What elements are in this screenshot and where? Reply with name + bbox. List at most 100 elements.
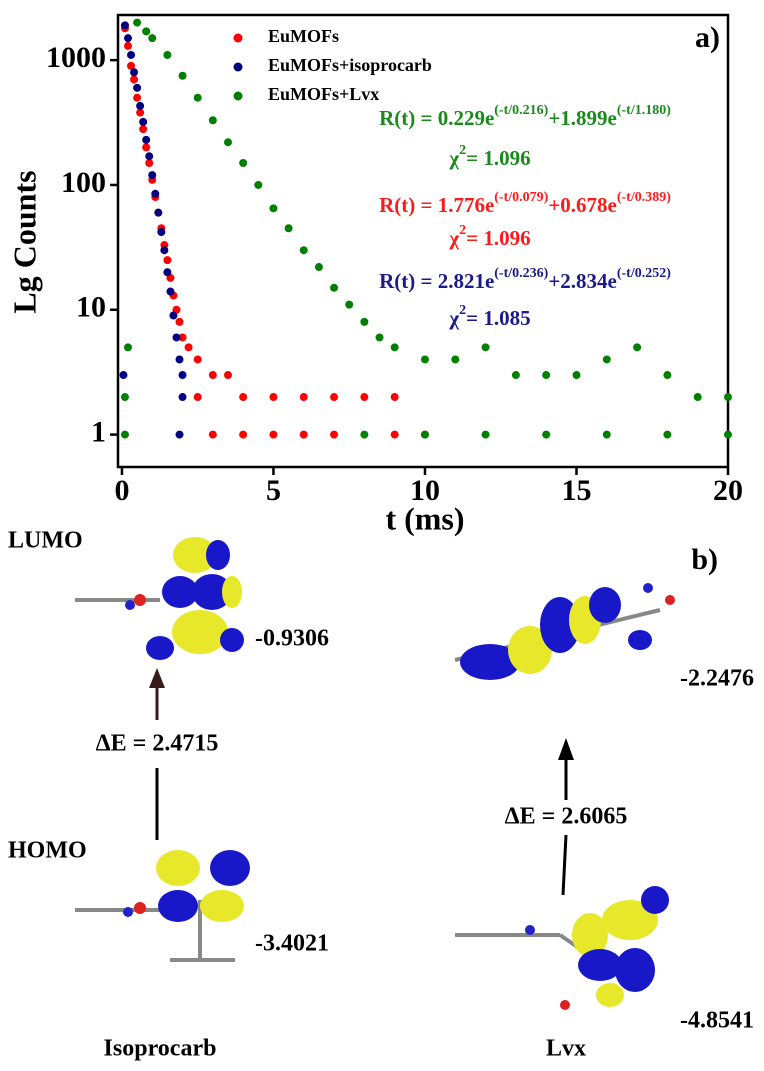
- data-point: [130, 75, 139, 84]
- data-point: [224, 371, 232, 380]
- y-axis-label: Lg Counts: [6, 170, 42, 313]
- legend-label: EuMOFs+isoprocarb: [268, 55, 432, 75]
- lvx-homo: [455, 886, 669, 1010]
- lumo-label: LUMO: [8, 528, 83, 554]
- data-point: [145, 152, 154, 161]
- data-point: [239, 158, 248, 167]
- data-point: [269, 430, 278, 439]
- data-point: [511, 371, 520, 380]
- panel-label: a): [695, 21, 720, 54]
- molecule-name: Lvx: [546, 1036, 586, 1062]
- data-point: [178, 393, 187, 402]
- data-point: [136, 108, 145, 117]
- data-point: [299, 430, 308, 439]
- data-point: [133, 18, 142, 27]
- chi-part: χ: [448, 226, 459, 250]
- data-point: [119, 371, 128, 380]
- data-point: [420, 430, 429, 439]
- equation-part: +2.834e: [548, 269, 617, 293]
- data-point: [148, 171, 157, 180]
- fit-equation: R(t) = 1.776e(-t/0.079)+0.678e(-t/0.389): [379, 190, 671, 217]
- data-point: [139, 117, 148, 126]
- x-tick-label: 0: [114, 474, 129, 507]
- plot-frame: [116, 13, 730, 469]
- data-point: [160, 246, 169, 255]
- data-point: [542, 430, 551, 439]
- data-point: [120, 393, 129, 402]
- data-point: [139, 125, 148, 134]
- data-point: [390, 343, 399, 352]
- data-point: [124, 34, 132, 43]
- data-point: [142, 27, 151, 36]
- legend-marker: [233, 33, 243, 43]
- data-point: [481, 343, 490, 352]
- data-point: [239, 393, 248, 402]
- equation-part: R(t) = 2.821e: [379, 269, 494, 293]
- data-point: [254, 180, 263, 189]
- data-point: [136, 101, 145, 110]
- data-point: [157, 227, 166, 236]
- data-point: [148, 34, 157, 43]
- data-point: [724, 393, 732, 402]
- energy-label: -2.2476: [680, 666, 754, 692]
- data-point: [239, 430, 248, 439]
- exponent: (-t/0.389): [617, 190, 671, 205]
- data-point: [481, 430, 490, 439]
- equation-part: R(t) = 1.776e: [379, 193, 494, 217]
- chi-part: = 1.085: [466, 306, 530, 330]
- data-point: [330, 393, 339, 402]
- data-point: [208, 371, 217, 380]
- equation-part: +0.678e: [548, 193, 617, 217]
- data-point: [224, 138, 232, 147]
- gap-label: ΔE = 2.6065: [505, 804, 628, 830]
- data-point: [166, 287, 175, 296]
- exponent: (-t/0.236): [494, 266, 548, 281]
- legend-label: EuMOFs+Lvx: [268, 84, 379, 104]
- data-point: [154, 208, 163, 217]
- data-point: [175, 430, 184, 439]
- y-tick-label: 1000: [46, 41, 106, 74]
- data-point: [345, 300, 354, 309]
- data-point: [127, 50, 136, 59]
- chi-square: χ2= 1.096: [448, 143, 530, 170]
- data-point: [451, 355, 460, 364]
- data-point: [142, 143, 151, 152]
- data-point: [193, 93, 202, 102]
- data-point: [360, 317, 369, 326]
- data-point: [193, 355, 202, 364]
- exponent: 2: [459, 223, 466, 238]
- data-point: [572, 371, 581, 380]
- data-point: [124, 41, 132, 50]
- data-point: [120, 21, 129, 30]
- molecule-diagrams: [75, 537, 675, 1010]
- exponent: (-t/0.079): [494, 190, 548, 205]
- data-point: [693, 393, 702, 402]
- data-point: [163, 256, 172, 265]
- data-point: [145, 158, 154, 167]
- chi-square: χ2= 1.096: [448, 223, 530, 250]
- data-point: [420, 355, 429, 364]
- data-point: [120, 430, 129, 439]
- exponent: (-t/0.216): [494, 103, 548, 118]
- data-point: [663, 371, 672, 380]
- exponent: (-t/0.252): [617, 266, 671, 281]
- data-point: [163, 50, 172, 59]
- equation-part: R(t) = 0.229e: [379, 106, 494, 130]
- data-point: [178, 333, 187, 342]
- x-tick-label: 10: [410, 474, 440, 507]
- data-point: [184, 343, 193, 352]
- isoprocarb-homo: [75, 850, 250, 962]
- data-point: [542, 371, 551, 380]
- data-point: [724, 430, 732, 439]
- data-point: [360, 430, 369, 439]
- energy-label: -0.9306: [255, 626, 329, 652]
- data-point: [602, 355, 611, 364]
- data-point: [390, 393, 399, 402]
- panel-label: b): [691, 543, 718, 576]
- legend-marker: [233, 91, 243, 101]
- chi-part: = 1.096: [466, 226, 530, 250]
- x-axis-label: t (ms): [385, 500, 464, 536]
- data-point: [269, 204, 278, 213]
- data-point: [133, 93, 142, 102]
